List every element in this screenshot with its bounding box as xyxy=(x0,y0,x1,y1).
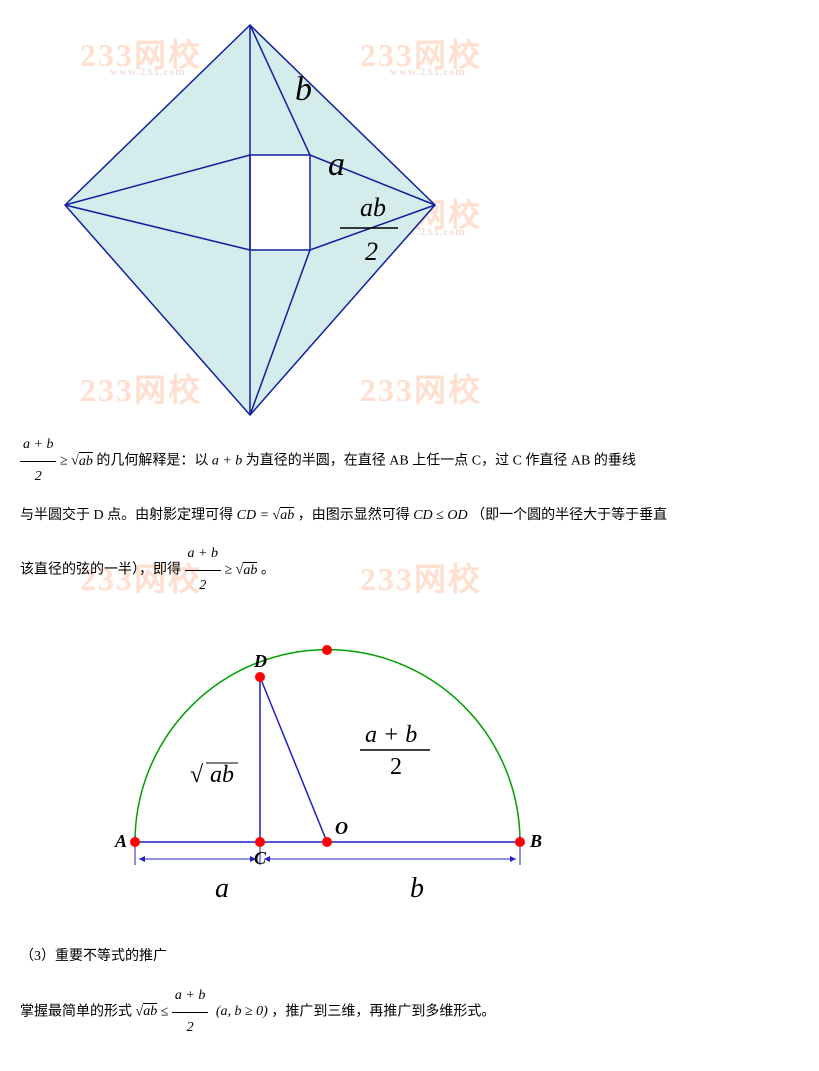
text: （即一个圆的半径大于等于垂直 xyxy=(471,508,667,523)
text: ，由图示显然可得 xyxy=(298,508,410,523)
svg-text:b: b xyxy=(410,873,424,904)
text: 与半圆交于 D 点。由射影定理可得 xyxy=(20,508,233,523)
paragraph-1: a + b 2 ≥ √ab 的几何解释是：以 a + b 为直径的半圆，在直径 … xyxy=(20,430,799,493)
geq-symbol: ≥ xyxy=(60,454,71,469)
math-expr: CD ≤ OD xyxy=(413,508,467,523)
sqrt-arg: ab xyxy=(280,507,294,523)
text: 掌握最简单的形式 xyxy=(20,1004,132,1019)
svg-text:B: B xyxy=(529,831,542,851)
condition: (a, b ≥ 0) xyxy=(216,1004,268,1019)
svg-text:a + b: a + b xyxy=(365,722,417,748)
svg-text:A: A xyxy=(114,831,127,851)
sqrt-arg: ab xyxy=(79,452,93,469)
sqrt-arg: ab xyxy=(243,562,257,578)
svg-text:2: 2 xyxy=(365,237,378,266)
fraction: a + b 2 xyxy=(185,539,221,602)
sqrt-arg: ab xyxy=(143,1003,157,1019)
geq-symbol: ≥ xyxy=(224,563,235,578)
math-expr: a + b xyxy=(212,454,242,469)
svg-text:C: C xyxy=(254,848,267,868)
figure1-region: 233网校 www.233.com 233网校 www.233.com 233网… xyxy=(20,20,799,420)
paragraph-2: 与半圆交于 D 点。由射影定理可得 CD = √ab ，由图示显然可得 CD ≤… xyxy=(20,501,799,532)
math-expr: CD = xyxy=(237,508,273,523)
figure2-svg: ABCOD√aba + b2ab xyxy=(80,612,560,922)
svg-text:2: 2 xyxy=(390,754,402,780)
paragraph-4: 掌握最简单的形式 √ab ≤ a + b 2 (a, b ≥ 0) ，推广到三维… xyxy=(20,981,799,1044)
watermark: 233网校 xyxy=(360,544,482,614)
sqrt-symbol: √ xyxy=(71,454,79,469)
section-heading: （3）重要不等式的推广 xyxy=(20,942,799,973)
text: 为直径的半圆，在直径 AB 上任一点 C，过 C 作直径 AB 的垂线 xyxy=(246,454,636,469)
figure2-region: ABCOD√aba + b2ab xyxy=(20,612,799,922)
leq-symbol: ≤ xyxy=(161,1004,172,1019)
text: 。 xyxy=(261,563,275,578)
text: ，推广到三维，再推广到多维形式。 xyxy=(271,1004,495,1019)
svg-text:ab: ab xyxy=(210,762,234,788)
fraction: a + b 2 xyxy=(20,430,56,493)
text: 的几何解释是：以 xyxy=(96,454,208,469)
svg-text:b: b xyxy=(295,71,312,108)
fraction: a + b 2 xyxy=(172,981,208,1044)
svg-text:D: D xyxy=(253,651,267,671)
svg-text:ab: ab xyxy=(360,193,386,222)
paragraph-3: 233网校 233网校 该直径的弦的一半），即得 a + b 2 ≥ √ab 。 xyxy=(20,539,799,602)
svg-text:a: a xyxy=(328,146,345,183)
svg-text:a: a xyxy=(215,873,229,904)
text: 该直径的弦的一半），即得 xyxy=(20,563,181,578)
figure1-svg: b aab 2 xyxy=(40,20,440,420)
svg-text:O: O xyxy=(335,818,348,838)
svg-text:√: √ xyxy=(190,762,204,788)
